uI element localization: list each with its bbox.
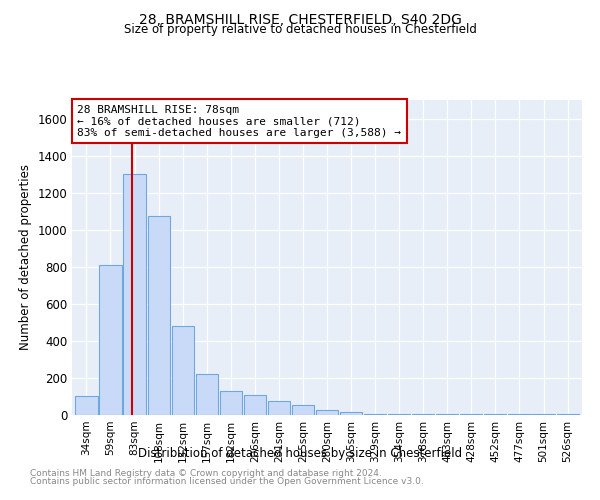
Bar: [436, 414, 458, 415]
Bar: [316, 410, 338, 415]
Bar: [460, 414, 482, 415]
Bar: [508, 414, 530, 415]
Bar: [268, 401, 290, 415]
Bar: [532, 414, 554, 415]
Text: Distribution of detached houses by size in Chesterfield: Distribution of detached houses by size …: [138, 448, 462, 460]
Bar: [412, 414, 434, 415]
Bar: [100, 265, 122, 415]
Bar: [124, 174, 146, 415]
Text: 28, BRAMSHILL RISE, CHESTERFIELD, S40 2DG: 28, BRAMSHILL RISE, CHESTERFIELD, S40 2D…: [139, 12, 461, 26]
Bar: [292, 405, 314, 415]
Bar: [244, 394, 266, 415]
Text: Contains public sector information licensed under the Open Government Licence v3: Contains public sector information licen…: [30, 477, 424, 486]
Bar: [557, 414, 578, 415]
Bar: [364, 414, 386, 415]
Y-axis label: Number of detached properties: Number of detached properties: [19, 164, 32, 350]
Text: 28 BRAMSHILL RISE: 78sqm
← 16% of detached houses are smaller (712)
83% of semi-: 28 BRAMSHILL RISE: 78sqm ← 16% of detach…: [77, 104, 401, 138]
Text: Contains HM Land Registry data © Crown copyright and database right 2024.: Contains HM Land Registry data © Crown c…: [30, 468, 382, 477]
Bar: [340, 412, 362, 415]
Bar: [484, 414, 506, 415]
Text: Size of property relative to detached houses in Chesterfield: Size of property relative to detached ho…: [124, 22, 476, 36]
Bar: [388, 414, 410, 415]
Bar: [76, 396, 98, 415]
Bar: [148, 216, 170, 415]
Bar: [220, 391, 242, 415]
Bar: [196, 374, 218, 415]
Bar: [172, 326, 194, 415]
